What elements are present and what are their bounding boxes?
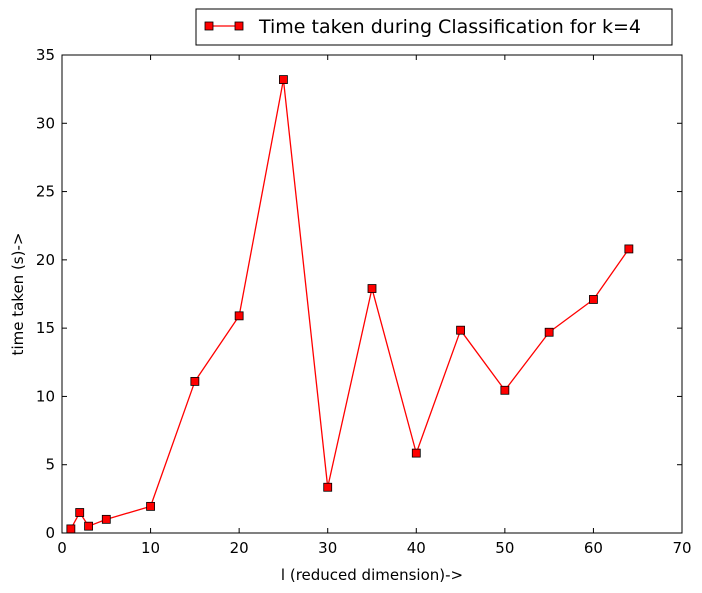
data-point xyxy=(544,327,554,337)
y-tick-label: 5 xyxy=(45,456,55,474)
data-point xyxy=(66,524,76,534)
y-tick-label: 20 xyxy=(36,251,55,269)
data-point xyxy=(323,482,333,492)
data-point xyxy=(84,521,93,531)
data-point xyxy=(190,377,200,386)
data-point xyxy=(146,501,155,511)
data-point xyxy=(456,325,465,335)
x-tick-label: 20 xyxy=(230,539,249,557)
x-tick-label: 10 xyxy=(141,539,160,557)
data-point xyxy=(500,385,510,395)
series-layer xyxy=(66,75,634,534)
y-tick-label: 0 xyxy=(45,524,55,542)
y-tick-label: 30 xyxy=(36,114,55,132)
legend-marker-left xyxy=(204,21,214,31)
series-line xyxy=(70,78,630,530)
x-tick-label: 40 xyxy=(407,539,426,557)
y-tick-label: 10 xyxy=(36,387,55,405)
legend-frame xyxy=(195,8,673,46)
plot-frame xyxy=(61,54,683,534)
x-tick-label: 60 xyxy=(584,539,603,557)
data-point xyxy=(624,244,634,254)
y-tick-label: 15 xyxy=(36,319,55,337)
data-point xyxy=(411,448,421,458)
plot-area xyxy=(62,55,682,533)
legend-label: Time taken during Classification for k=4 xyxy=(258,16,641,38)
x-tick-label: 0 xyxy=(57,539,67,557)
data-point xyxy=(279,75,288,84)
x-axis-label: l (reduced dimension)-> xyxy=(281,566,463,584)
data-point xyxy=(367,284,377,293)
data-point xyxy=(75,508,85,517)
data-point xyxy=(589,295,598,304)
y-axis-label: time taken (s)-> xyxy=(9,233,27,356)
data-point xyxy=(234,311,244,321)
legend-marker-right xyxy=(234,21,244,31)
data-point xyxy=(101,514,111,524)
legend: Time taken during Classification for k=4 xyxy=(195,8,673,46)
axis-tick-labels: 0 10 20 30 40 50 60 70 0 5 10 15 20 25 30 35 xyxy=(36,46,692,557)
x-tick-label: 50 xyxy=(495,539,514,557)
y-tick-label: 35 xyxy=(36,46,55,64)
y-tick-label: 25 xyxy=(36,183,55,201)
x-tick-label: 70 xyxy=(672,539,691,557)
x-tick-label: 30 xyxy=(318,539,337,557)
